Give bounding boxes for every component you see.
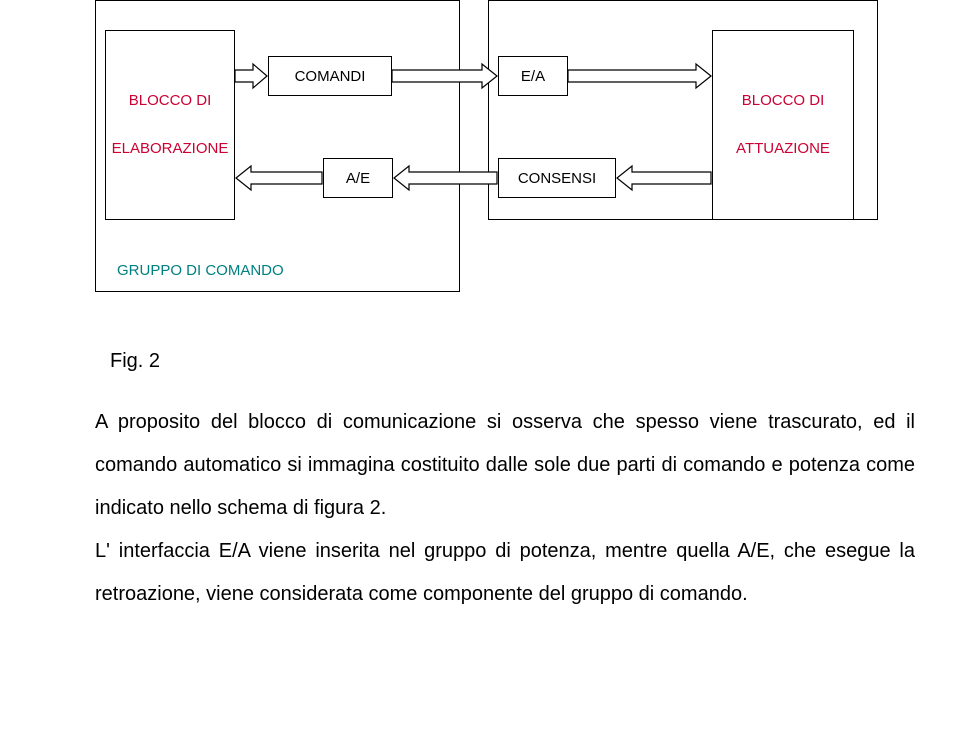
blocco-di-label-left: BLOCCO DI — [112, 89, 229, 113]
blocco-di-label-right: BLOCCO DI — [736, 89, 830, 113]
box-consensi: CONSENSI — [498, 158, 616, 198]
attuazione-label: ATTUAZIONE — [736, 137, 830, 161]
paragraph-2: L' interfaccia E/A viene inserita nel gr… — [0, 530, 960, 616]
box-ea: E/A — [498, 56, 568, 96]
block-elaborazione: BLOCCO DI ELABORAZIONE — [105, 30, 235, 220]
consensi-label: CONSENSI — [518, 170, 596, 187]
arrow-right-2 — [392, 62, 498, 90]
ae-label: A/E — [346, 170, 370, 187]
ea-label: E/A — [521, 68, 545, 85]
figure-caption: Fig. 2 — [0, 350, 960, 373]
arrow-left-3 — [235, 164, 323, 192]
arrow-left-1 — [616, 164, 712, 192]
block-diagram: GRUPPO DI POTENZA BLOCCO DI ELABORAZIONE… — [0, 0, 960, 320]
comandi-label: COMANDI — [295, 68, 366, 85]
box-comandi: COMANDI — [268, 56, 392, 96]
arrow-left-2 — [393, 164, 498, 192]
arrow-right-1 — [235, 62, 268, 90]
box-ae: A/E — [323, 158, 393, 198]
label-gruppo-comando: GRUPPO DI COMANDO — [117, 262, 284, 279]
block-attuazione: BLOCCO DI ATTUAZIONE — [712, 30, 854, 220]
elaborazione-label: ELABORAZIONE — [112, 137, 229, 161]
arrow-right-3 — [568, 62, 712, 90]
paragraph-1: A proposito del blocco di comunicazione … — [0, 401, 960, 530]
